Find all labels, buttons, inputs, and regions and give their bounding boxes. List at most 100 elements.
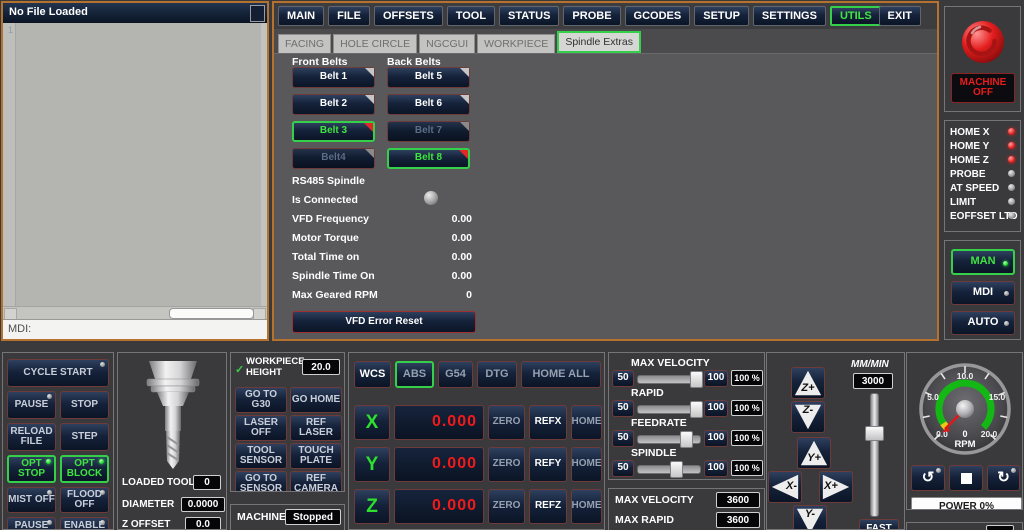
tab-ngcgui[interactable]: NGCGUI bbox=[419, 34, 476, 53]
rapid-min-button[interactable]: 50 bbox=[612, 400, 634, 417]
belt-4-button[interactable]: Belt4 bbox=[292, 148, 375, 169]
rapid-slider[interactable] bbox=[637, 400, 704, 418]
mode-auto-button[interactable]: AUTO bbox=[951, 311, 1015, 335]
machine-off-button[interactable]: MACHINE OFF bbox=[951, 73, 1015, 103]
jog-rate-value[interactable]: 3000 bbox=[853, 373, 893, 389]
belt-7-button[interactable]: Belt 7 bbox=[387, 121, 470, 142]
tab-facing[interactable]: FACING bbox=[278, 34, 332, 53]
spindle-ccw-button[interactable]: ↺ bbox=[911, 465, 945, 491]
tab-spindle-extras[interactable]: Spindle Extras bbox=[557, 31, 642, 53]
estop-button-icon[interactable] bbox=[960, 19, 1006, 65]
exit-button[interactable]: EXIT bbox=[878, 6, 921, 26]
slider-handle[interactable] bbox=[690, 401, 704, 418]
menu-tool[interactable]: TOOL bbox=[446, 6, 496, 26]
spindle-cw-button[interactable]: ↻ bbox=[987, 465, 1020, 491]
slider-handle[interactable] bbox=[865, 426, 884, 442]
menu-probe[interactable]: PROBE bbox=[563, 6, 621, 26]
jog-z-minus-button[interactable]: Z- bbox=[791, 401, 825, 433]
go-to-sensor-button[interactable]: GO TO SENSOR bbox=[235, 471, 287, 491]
max-velocity-min-button[interactable]: 50 bbox=[612, 370, 634, 387]
reload-file-button[interactable]: RELOAD FILE bbox=[7, 423, 56, 451]
tab-hole-circle[interactable]: HOLE CIRCLE bbox=[333, 34, 418, 53]
max-velocity-max-button[interactable]: 100 bbox=[704, 370, 728, 387]
belt-1-button[interactable]: Belt 1 bbox=[292, 67, 375, 88]
slider-handle[interactable] bbox=[679, 431, 693, 448]
home-y-button[interactable]: HOME bbox=[571, 447, 602, 482]
workpiece-height-value[interactable]: 20.0 bbox=[302, 359, 340, 375]
scrollbar-handle[interactable] bbox=[169, 308, 254, 319]
menu-gcodes[interactable]: GCODES bbox=[624, 6, 691, 26]
opt-stop-button[interactable]: OPT STOP bbox=[7, 455, 56, 483]
max-velocity-slider[interactable] bbox=[637, 370, 704, 388]
dro-mode-dtg[interactable]: DTG bbox=[477, 361, 517, 388]
flood-button[interactable]: FLOOD OFF bbox=[60, 487, 109, 513]
spindle-slider[interactable] bbox=[637, 460, 701, 478]
dro-mode-wcs[interactable]: WCS bbox=[354, 361, 391, 388]
pause-button[interactable]: PAUSE bbox=[7, 391, 56, 419]
editor-horizontal-scrollbar[interactable] bbox=[3, 306, 267, 320]
zero-x-button[interactable]: ZERO bbox=[488, 405, 525, 440]
ref-x-button[interactable]: REFX bbox=[529, 405, 567, 440]
opt-block-button[interactable]: OPT BLOCK bbox=[60, 455, 109, 483]
mode-man-button[interactable]: MAN bbox=[951, 249, 1015, 275]
laser-button[interactable]: LASER OFF bbox=[235, 415, 287, 441]
axis-y-button[interactable]: Y bbox=[354, 447, 390, 482]
belt-6-button[interactable]: Belt 6 bbox=[387, 94, 470, 115]
dro-mode-abs[interactable]: ABS bbox=[395, 361, 434, 388]
step-button[interactable]: STEP bbox=[60, 423, 109, 451]
fast-button[interactable]: FAST bbox=[859, 519, 899, 529]
vfd-error-reset-button[interactable]: VFD Error Reset bbox=[292, 311, 476, 333]
home-all-button[interactable]: HOME ALL bbox=[521, 361, 601, 388]
mist-button[interactable]: MIST OFF bbox=[7, 487, 56, 513]
cycle-start-button[interactable]: CYCLE START bbox=[7, 359, 109, 387]
max-rapid-value[interactable]: 3600 bbox=[716, 512, 760, 528]
jog-z-plus-button[interactable]: Z+ bbox=[791, 367, 825, 399]
menu-utils[interactable]: UTILS bbox=[829, 6, 882, 26]
menu-settings[interactable]: SETTINGS bbox=[752, 6, 826, 26]
menu-status[interactable]: STATUS bbox=[499, 6, 560, 26]
spindle-min-button[interactable]: 50 bbox=[612, 460, 634, 477]
go-to-g30-button[interactable]: GO TO G30 bbox=[235, 387, 287, 413]
belt-5-button[interactable]: Belt 5 bbox=[387, 67, 470, 88]
ref-y-button[interactable]: REFY bbox=[529, 447, 567, 482]
axis-x-button[interactable]: X bbox=[354, 405, 390, 440]
zero-y-button[interactable]: ZERO bbox=[488, 447, 525, 482]
menu-offsets[interactable]: OFFSETS bbox=[373, 6, 443, 26]
belt-3-button[interactable]: Belt 3 bbox=[292, 121, 375, 142]
jog-x-plus-button[interactable]: X+ bbox=[819, 471, 853, 503]
slider-handle[interactable] bbox=[670, 461, 684, 478]
jog-x-minus-button[interactable]: X- bbox=[768, 471, 802, 503]
zero-z-button[interactable]: ZERO bbox=[488, 489, 525, 524]
tool-sensor-button[interactable]: TOOL SENSOR bbox=[235, 443, 287, 469]
file-panel-menu-button[interactable] bbox=[250, 5, 265, 22]
go-home-button[interactable]: GO HOME bbox=[290, 387, 342, 413]
mdi-input[interactable]: MDI: bbox=[3, 319, 267, 339]
belt-8-button[interactable]: Belt 8 bbox=[387, 148, 470, 169]
ref-camera-button[interactable]: REF CAMERA bbox=[290, 471, 342, 491]
spindle-stop-button[interactable] bbox=[949, 465, 983, 491]
max-velocity-value[interactable]: 3600 bbox=[716, 492, 760, 508]
spindle-max-button[interactable]: 100 bbox=[704, 460, 728, 477]
touch-plate-button[interactable]: TOUCH PLATE bbox=[290, 443, 342, 469]
menu-file[interactable]: FILE bbox=[328, 6, 370, 26]
jog-y-minus-button[interactable]: Y- bbox=[793, 505, 827, 529]
jog-y-plus-button[interactable]: Y+ bbox=[797, 437, 831, 469]
mode-mdi-button[interactable]: MDI bbox=[951, 281, 1015, 305]
menu-setup[interactable]: SETUP bbox=[694, 6, 749, 26]
home-z-button[interactable]: HOME bbox=[571, 489, 602, 524]
feedrate-slider[interactable] bbox=[637, 430, 701, 448]
feedrate-max-button[interactable]: 100 bbox=[704, 430, 728, 447]
home-x-button[interactable]: HOME bbox=[571, 405, 602, 440]
axis-z-button[interactable]: Z bbox=[354, 489, 390, 524]
jog-rate-slider[interactable] bbox=[863, 393, 884, 517]
ref-laser-button[interactable]: REF LASER bbox=[290, 415, 342, 441]
slider-handle[interactable] bbox=[690, 371, 704, 388]
belt-2-button[interactable]: Belt 2 bbox=[292, 94, 375, 115]
menu-main[interactable]: MAIN bbox=[278, 6, 325, 26]
rapid-max-button[interactable]: 100 bbox=[704, 400, 728, 417]
stop-button[interactable]: STOP bbox=[60, 391, 109, 419]
enable-zcomp-button[interactable]: ENABLE Z COMP bbox=[60, 517, 109, 529]
editor-vertical-scrollbar[interactable] bbox=[261, 23, 267, 307]
dro-mode-g54[interactable]: G54 bbox=[438, 361, 473, 388]
feedrate-min-button[interactable]: 50 bbox=[612, 430, 634, 447]
